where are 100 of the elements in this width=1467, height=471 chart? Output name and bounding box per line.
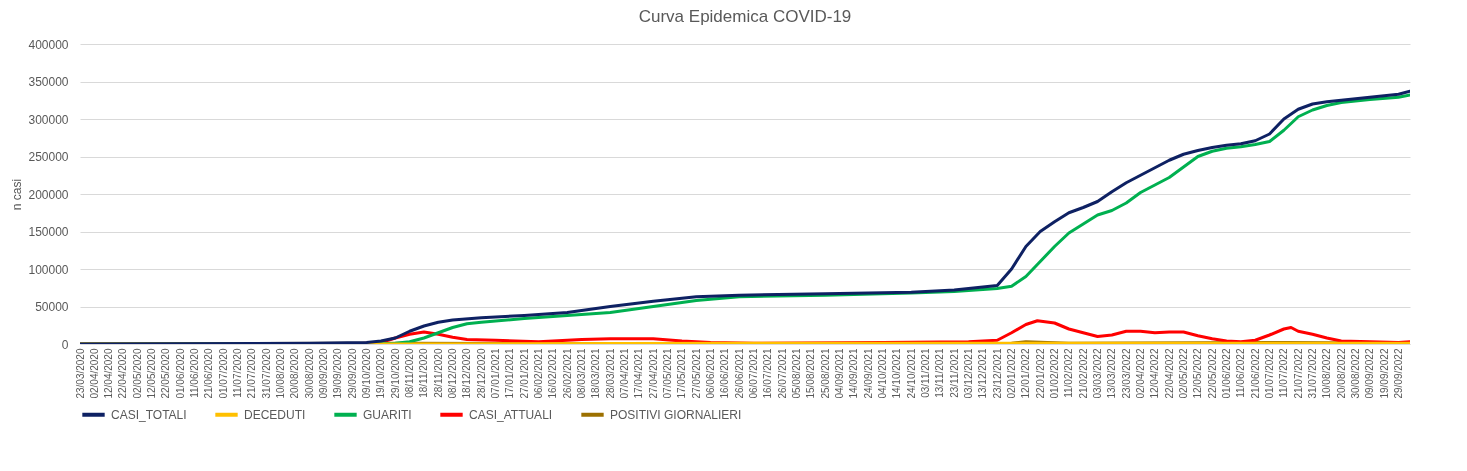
x-tick-label: 13/03/2022 (1106, 348, 1118, 399)
x-tick-label: 26/02/2021 (561, 348, 573, 399)
x-tick-label: 08/12/2020 (447, 348, 459, 399)
x-tick-label: 15/08/2021 (805, 348, 817, 399)
x-tick-label: 21/02/2022 (1077, 348, 1089, 399)
x-tick-label: 30/08/2022 (1350, 348, 1362, 399)
x-tick-label: 12/01/2022 (1020, 348, 1032, 399)
x-tick-label: 29/09/2022 (1393, 348, 1405, 399)
x-tick-label: 07/04/2021 (619, 348, 631, 399)
x-tick-label: 06/07/2021 (748, 348, 760, 399)
x-tick-label: 06/06/2021 (705, 348, 717, 399)
x-tick-label: 22/05/2020 (160, 348, 172, 399)
y-tick-label: 0 (61, 337, 69, 352)
y-tick-label: 150000 (28, 225, 69, 239)
x-tick-label: 11/02/2022 (1063, 348, 1075, 398)
x-tick-label: 03/12/2021 (963, 348, 975, 399)
x-tick-label: 07/05/2021 (662, 348, 674, 399)
x-tick-label: 12/04/2020 (103, 348, 115, 399)
x-tick-label: 30/08/2020 (303, 348, 315, 399)
y-tick-label: 250000 (28, 150, 69, 164)
x-tick-label: 26/06/2021 (733, 348, 745, 399)
x-tick-label: 09/09/2020 (318, 348, 330, 399)
x-tick-label: 19/09/2022 (1378, 348, 1390, 399)
x-tick-label: 08/11/2020 (404, 348, 416, 398)
x-tick-label: 22/04/2022 (1163, 348, 1175, 399)
x-tick-label: 27/04/2021 (647, 348, 659, 399)
x-tick-label: 09/09/2022 (1364, 348, 1376, 399)
x-tick-label: 11/06/2020 (189, 348, 201, 398)
legend-label: GUARITI (363, 407, 412, 422)
chart-title: Curva Epidemica COVID-19 (638, 7, 852, 26)
x-tick-label: 22/04/2020 (117, 348, 129, 399)
x-tick-label: 18/11/2020 (418, 348, 430, 398)
x-tick-label: 03/11/2021 (920, 348, 932, 398)
x-tick-label: 17/01/2021 (504, 348, 516, 399)
x-tick-label: 27/01/2021 (518, 348, 530, 399)
x-tick-label: 31/07/2020 (260, 348, 272, 399)
x-tick-label: 01/06/2022 (1221, 348, 1233, 399)
x-tick-label: 14/10/2021 (891, 348, 903, 399)
x-tick-label: 12/05/2020 (146, 348, 158, 399)
x-tick-label: 01/07/2022 (1264, 348, 1276, 399)
x-tick-label: 01/07/2020 (217, 348, 229, 399)
x-tick-label: 23/12/2021 (991, 348, 1003, 399)
x-tick-label: 29/10/2020 (389, 348, 401, 399)
x-tick-label: 02/01/2022 (1006, 348, 1018, 399)
x-tick-label: 11/06/2022 (1235, 348, 1247, 398)
x-tick-label: 28/11/2020 (432, 348, 444, 398)
x-tick-label: 21/06/2020 (203, 348, 215, 399)
x-tick-label: 07/01/2021 (490, 348, 502, 399)
x-tick-label: 22/01/2022 (1034, 348, 1046, 399)
x-tick-label: 05/08/2021 (791, 348, 803, 399)
x-tick-label: 28/12/2020 (475, 348, 487, 399)
x-tick-label: 24/09/2021 (862, 348, 874, 399)
x-tick-label: 02/05/2022 (1178, 348, 1190, 399)
x-tick-label: 17/04/2021 (633, 348, 645, 399)
y-tick-label: 300000 (28, 112, 69, 127)
x-tick-label: 13/11/2021 (934, 348, 946, 398)
x-tick-label: 01/06/2020 (174, 348, 186, 399)
x-tick-label: 02/04/2020 (88, 348, 100, 399)
x-tick-label: 16/06/2021 (719, 348, 731, 399)
x-tick-label: 26/07/2021 (776, 348, 788, 399)
y-axis-title: n casi (10, 178, 25, 211)
x-tick-label: 20/08/2020 (289, 348, 301, 399)
x-tick-label: 02/05/2020 (131, 348, 143, 399)
x-tick-label: 23/03/2020 (74, 348, 86, 399)
x-tick-label: 10/08/2022 (1321, 348, 1333, 399)
x-tick-label: 02/04/2022 (1135, 348, 1147, 399)
x-tick-label: 21/07/2022 (1292, 348, 1304, 399)
x-tick-label: 12/04/2022 (1149, 348, 1161, 399)
y-tick-label: 50000 (35, 300, 69, 314)
x-tick-label: 04/10/2021 (877, 348, 889, 399)
x-tick-label: 27/05/2021 (690, 348, 702, 399)
x-tick-label: 23/11/2021 (948, 348, 960, 398)
x-tick-label: 11/07/2022 (1278, 348, 1290, 398)
x-tick-label: 24/10/2021 (905, 348, 917, 399)
x-tick-label: 31/07/2022 (1307, 348, 1319, 399)
x-tick-label: 22/05/2022 (1206, 348, 1218, 399)
x-tick-label: 10/08/2020 (275, 348, 287, 399)
x-tick-label: 28/03/2021 (604, 348, 616, 399)
x-tick-label: 11/07/2020 (232, 348, 244, 398)
x-tick-label: 06/02/2021 (533, 348, 545, 399)
x-tick-label: 23/03/2022 (1120, 348, 1132, 399)
x-tick-label: 19/10/2020 (375, 348, 387, 399)
y-tick-label: 400000 (28, 37, 69, 52)
x-tick-label: 14/09/2021 (848, 348, 860, 399)
legend-label: DECEDUTI (244, 407, 306, 422)
x-tick-label: 16/02/2021 (547, 348, 559, 399)
x-tick-label: 12/05/2022 (1192, 348, 1204, 399)
x-tick-label: 16/07/2021 (762, 348, 774, 399)
x-tick-label: 29/09/2020 (346, 348, 358, 399)
y-tick-label: 200000 (28, 187, 69, 202)
legend-label: POSITIVI GIORNALIERI (610, 407, 742, 422)
y-tick-label: 100000 (28, 262, 69, 277)
x-tick-label: 21/06/2022 (1249, 348, 1261, 399)
x-tick-label: 13/12/2021 (977, 348, 989, 399)
x-tick-label: 09/10/2020 (361, 348, 373, 399)
x-tick-label: 20/08/2022 (1335, 348, 1347, 399)
x-tick-label: 04/09/2021 (834, 348, 846, 399)
x-tick-label: 08/03/2021 (576, 348, 588, 399)
x-tick-label: 19/09/2020 (332, 348, 344, 399)
x-tick-label: 18/03/2021 (590, 348, 602, 399)
